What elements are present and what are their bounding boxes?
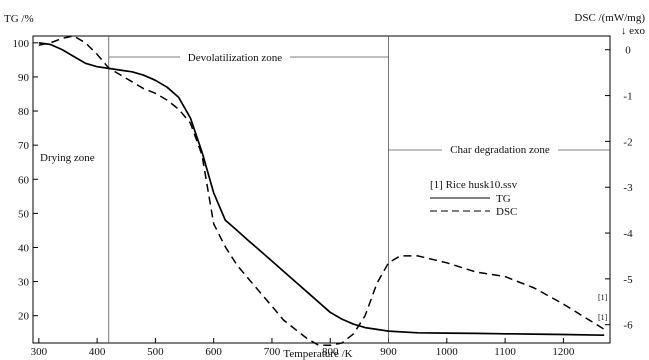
y-left-tick-label: 90 (18, 72, 30, 84)
legend-label-tg: TG (496, 193, 511, 205)
y-right-tick-label: -1 (623, 91, 632, 103)
curve-group (38, 35, 605, 347)
plot-frame (32, 35, 611, 344)
y-right-tick-label: -5 (623, 274, 633, 286)
y-right-tick-label: -6 (623, 320, 633, 332)
y-right-tick-label: -4 (623, 228, 633, 240)
x-tick-label: 1000 (436, 346, 459, 358)
x-tick-label: 900 (380, 346, 397, 358)
right-axis-title: DSC /(mW/mg) (574, 12, 645, 24)
zone-label-char-degradation: Char degradation zone (450, 144, 550, 156)
x-tick-label: 400 (89, 346, 106, 358)
tg-curve (38, 41, 605, 337)
x-tick-label: 800 (322, 346, 339, 358)
x-tick-label: 1200 (552, 346, 575, 358)
x-tick-label: 700 (264, 346, 281, 358)
y-left-tick-label: 20 (18, 311, 30, 323)
y-right-tick-label: -2 (623, 136, 632, 148)
y-left-tick-label: 60 (18, 174, 30, 186)
y-right-tick-label: 0 (625, 45, 631, 57)
legend: [1] Rice husk10.ssv TG DSC (430, 179, 518, 218)
y-left-tick-label: 50 (18, 208, 30, 220)
x-tick-label: 300 (31, 346, 48, 358)
y-right-tick-label: -3 (623, 182, 633, 194)
y-left-tick-label: 30 (18, 277, 30, 289)
dsc-curve-tag: [1] (598, 293, 608, 302)
x-axis-title: Temperature /K (283, 348, 352, 360)
tg-curve-tag: [1] (598, 313, 608, 322)
y-left-tick-label: 70 (18, 140, 30, 152)
x-tick-label: 500 (147, 346, 164, 358)
y-left-tick-label: 100 (13, 38, 30, 50)
y-left-tick-label: 80 (18, 106, 30, 118)
x-tick-label: 600 (205, 346, 222, 358)
tick-group: 300 400 500 600 700 800 900 1000 1100 12002030405… (13, 38, 634, 358)
zone-label-devolatilization: Devolatilization zone (188, 52, 282, 64)
zone-group (108, 36, 610, 343)
dsc-curve (38, 35, 605, 347)
legend-label-dsc: DSC (496, 206, 517, 218)
x-tick-label: 1100 (494, 346, 516, 358)
left-axis-title: TG /% (4, 13, 34, 25)
y-left-tick-label: 40 (18, 242, 30, 254)
right-axis-exo-note: ↓ exo (621, 25, 646, 37)
legend-title: [1] Rice husk10.ssv (430, 179, 518, 191)
zone-label-drying: Drying zone (40, 152, 95, 164)
